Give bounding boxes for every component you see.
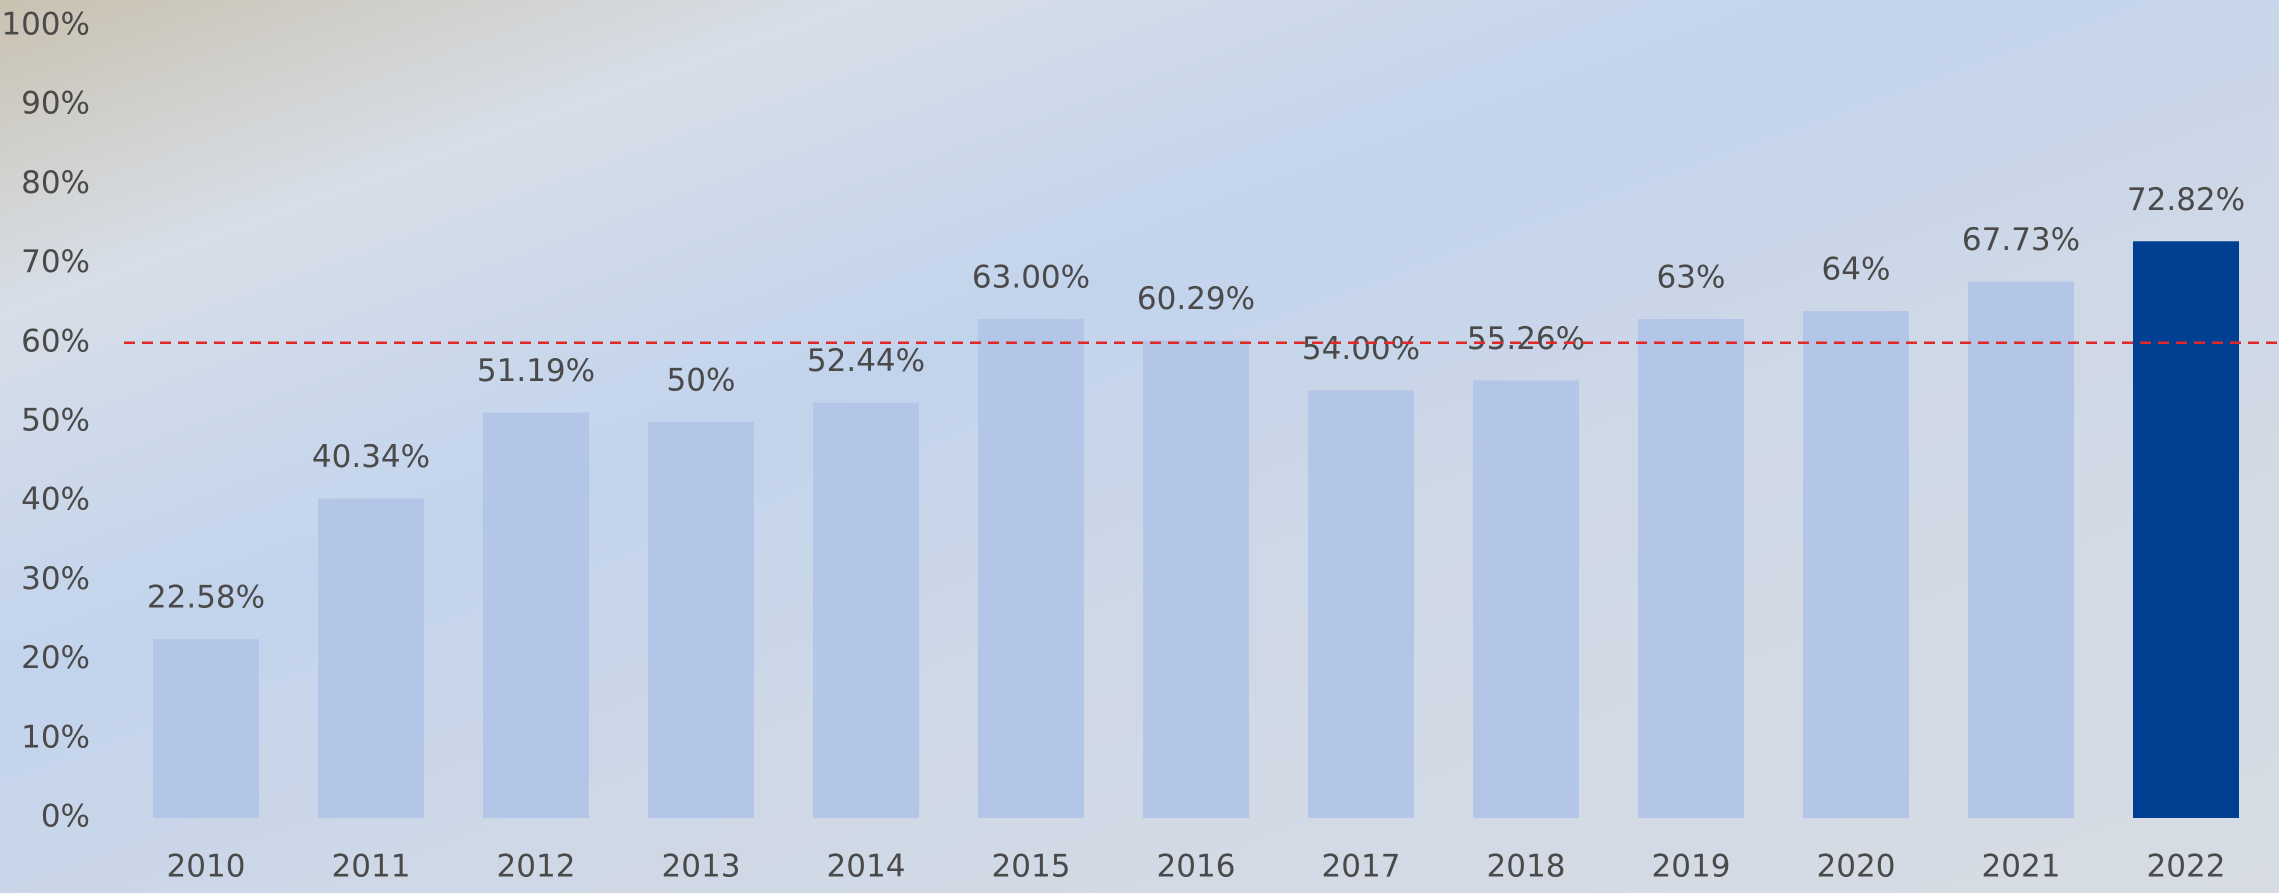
bar bbox=[1143, 340, 1249, 818]
x-tick-label: 2021 bbox=[1982, 849, 2061, 885]
bar bbox=[318, 498, 424, 818]
value-label: 64% bbox=[1822, 252, 1891, 288]
y-tick-label: 30% bbox=[21, 561, 90, 597]
y-tick-label: 60% bbox=[21, 323, 90, 359]
y-tick-label: 50% bbox=[21, 403, 90, 439]
x-tick-label: 2018 bbox=[1487, 849, 1566, 885]
value-label: 55.26% bbox=[1467, 321, 1585, 357]
bar bbox=[153, 639, 259, 818]
bar bbox=[483, 412, 589, 818]
bar bbox=[648, 422, 754, 818]
value-label: 60.29% bbox=[1137, 281, 1255, 317]
x-tick-label: 2019 bbox=[1652, 849, 1731, 885]
value-label: 72.82% bbox=[2127, 182, 2245, 218]
x-tick-label: 2020 bbox=[1817, 849, 1896, 885]
x-tick-label: 2017 bbox=[1322, 849, 1401, 885]
x-tick-label: 2014 bbox=[827, 849, 906, 885]
y-tick-label: 0% bbox=[41, 799, 90, 835]
x-tick-label: 2012 bbox=[497, 849, 576, 885]
value-label: 50% bbox=[667, 363, 736, 399]
value-label: 63% bbox=[1657, 260, 1726, 296]
bar bbox=[1308, 390, 1414, 818]
x-tick-label: 2010 bbox=[167, 849, 246, 885]
x-tick-label: 2016 bbox=[1157, 849, 1236, 885]
x-tick-label: 2011 bbox=[332, 849, 411, 885]
value-label: 22.58% bbox=[147, 580, 265, 616]
value-label: 51.19% bbox=[477, 353, 595, 389]
value-label: 40.34% bbox=[312, 439, 430, 475]
y-tick-label: 80% bbox=[21, 165, 90, 201]
y-tick-label: 70% bbox=[21, 244, 90, 280]
bar bbox=[1968, 281, 2074, 819]
value-label: 67.73% bbox=[1962, 222, 2080, 258]
value-label: 63.00% bbox=[972, 260, 1090, 296]
value-label: 54.00% bbox=[1302, 331, 1420, 367]
y-tick-label: 40% bbox=[21, 482, 90, 518]
bar bbox=[1803, 311, 1909, 818]
y-tick-label: 90% bbox=[21, 86, 90, 122]
y-tick-label: 10% bbox=[21, 719, 90, 755]
bar bbox=[1638, 319, 1744, 818]
bar bbox=[813, 402, 919, 818]
x-tick-label: 2013 bbox=[662, 849, 741, 885]
bar bbox=[2133, 241, 2239, 818]
y-tick-label: 20% bbox=[21, 640, 90, 676]
x-tick-label: 2022 bbox=[2147, 849, 2226, 885]
bar bbox=[1473, 380, 1579, 818]
y-tick-label: 100% bbox=[1, 7, 90, 43]
value-label: 52.44% bbox=[807, 343, 925, 379]
bar bbox=[978, 319, 1084, 818]
x-tick-label: 2015 bbox=[992, 849, 1071, 885]
